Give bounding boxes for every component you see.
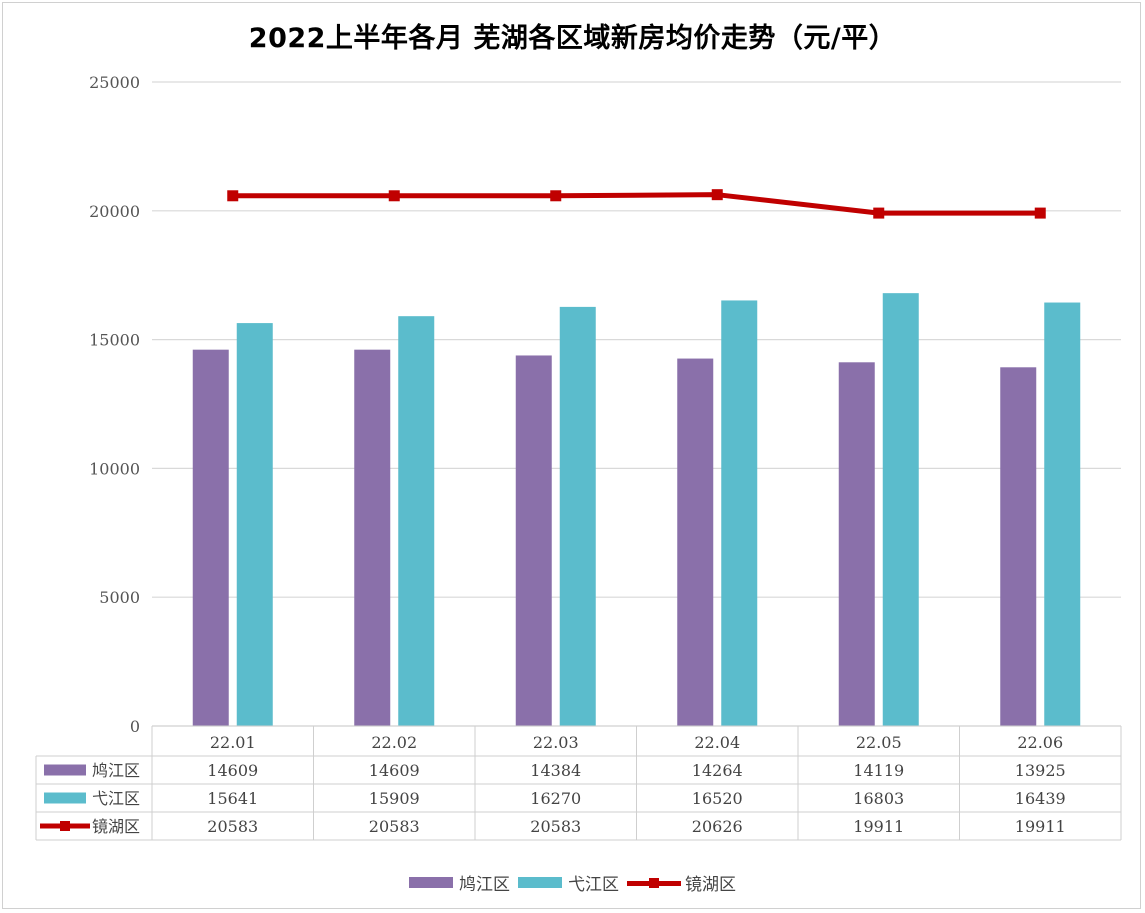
bar [398,316,435,726]
bar [677,358,714,726]
bar [1044,302,1081,726]
data-label: 14609 [369,761,420,780]
line-marker [711,189,723,201]
y-tick-label: 0 [130,717,140,736]
data-label: 19911 [853,817,904,836]
data-label: 20583 [207,817,258,836]
x-tick-label: 22.06 [1017,733,1063,752]
x-tick-label: 22.05 [856,733,902,752]
data-label: 14609 [207,761,258,780]
table-row-label: 镜湖区 [92,817,140,836]
legend-item-yijiang: 弋江区 [518,870,619,895]
table-legend-key [44,792,86,804]
data-label: 16520 [692,789,743,808]
x-tick-label: 22.03 [533,733,579,752]
data-label: 20583 [530,817,581,836]
bar [354,349,391,726]
line-marker [1034,207,1046,219]
bar [838,362,875,726]
data-label: 14119 [853,761,904,780]
data-label: 16803 [853,789,904,808]
x-tick-label: 22.02 [371,733,417,752]
data-label: 20626 [692,817,743,836]
table-row-label: 鸠江区 [92,761,140,780]
legend: 鸠江区 弋江区 镜湖区 [0,870,1145,895]
bar [1000,367,1037,726]
table-legend-key [60,821,70,831]
bar [559,306,596,726]
data-label: 13925 [1015,761,1066,780]
x-tick-label: 22.04 [694,733,740,752]
y-tick-label: 15000 [89,331,140,350]
legend-label-jiujiang: 鸠江区 [459,875,510,895]
line-series [232,192,1041,216]
y-tick-label: 25000 [89,73,140,92]
bar [515,355,552,726]
chart-title: 2022上半年各月 芜湖各区域新房均价走势（元/平） [248,23,897,54]
line-marker [873,207,885,219]
data-label: 14264 [692,761,743,780]
data-label: 16270 [530,789,581,808]
bar [721,300,758,726]
y-tick-label: 10000 [89,459,140,478]
x-tick-label: 22.01 [210,733,256,752]
legend-label-yijiang: 弋江区 [568,875,619,895]
data-label: 14384 [530,761,581,780]
legend-swatch-jinghu [627,877,681,889]
legend-label-jinghu: 镜湖区 [685,875,736,895]
data-label: 16439 [1015,789,1066,808]
line-marker [388,190,400,202]
data-label: 19911 [1015,817,1066,836]
table-row-label: 弋江区 [92,789,140,808]
legend-item-jinghu: 镜湖区 [627,870,736,895]
y-tick-label: 5000 [99,588,140,607]
legend-item-jiujiang: 鸠江区 [409,870,510,895]
data-label: 20583 [369,817,420,836]
bar [882,293,919,726]
line-marker [227,190,239,202]
legend-swatch-yijiang [518,877,562,888]
y-tick-label: 20000 [89,202,140,221]
data-label: 15641 [207,789,258,808]
bar [236,323,273,726]
table-legend-key [44,764,86,776]
legend-swatch-jiujiang [409,877,453,888]
line-marker [550,190,562,202]
data-label: 15909 [369,789,420,808]
bar [192,349,229,726]
